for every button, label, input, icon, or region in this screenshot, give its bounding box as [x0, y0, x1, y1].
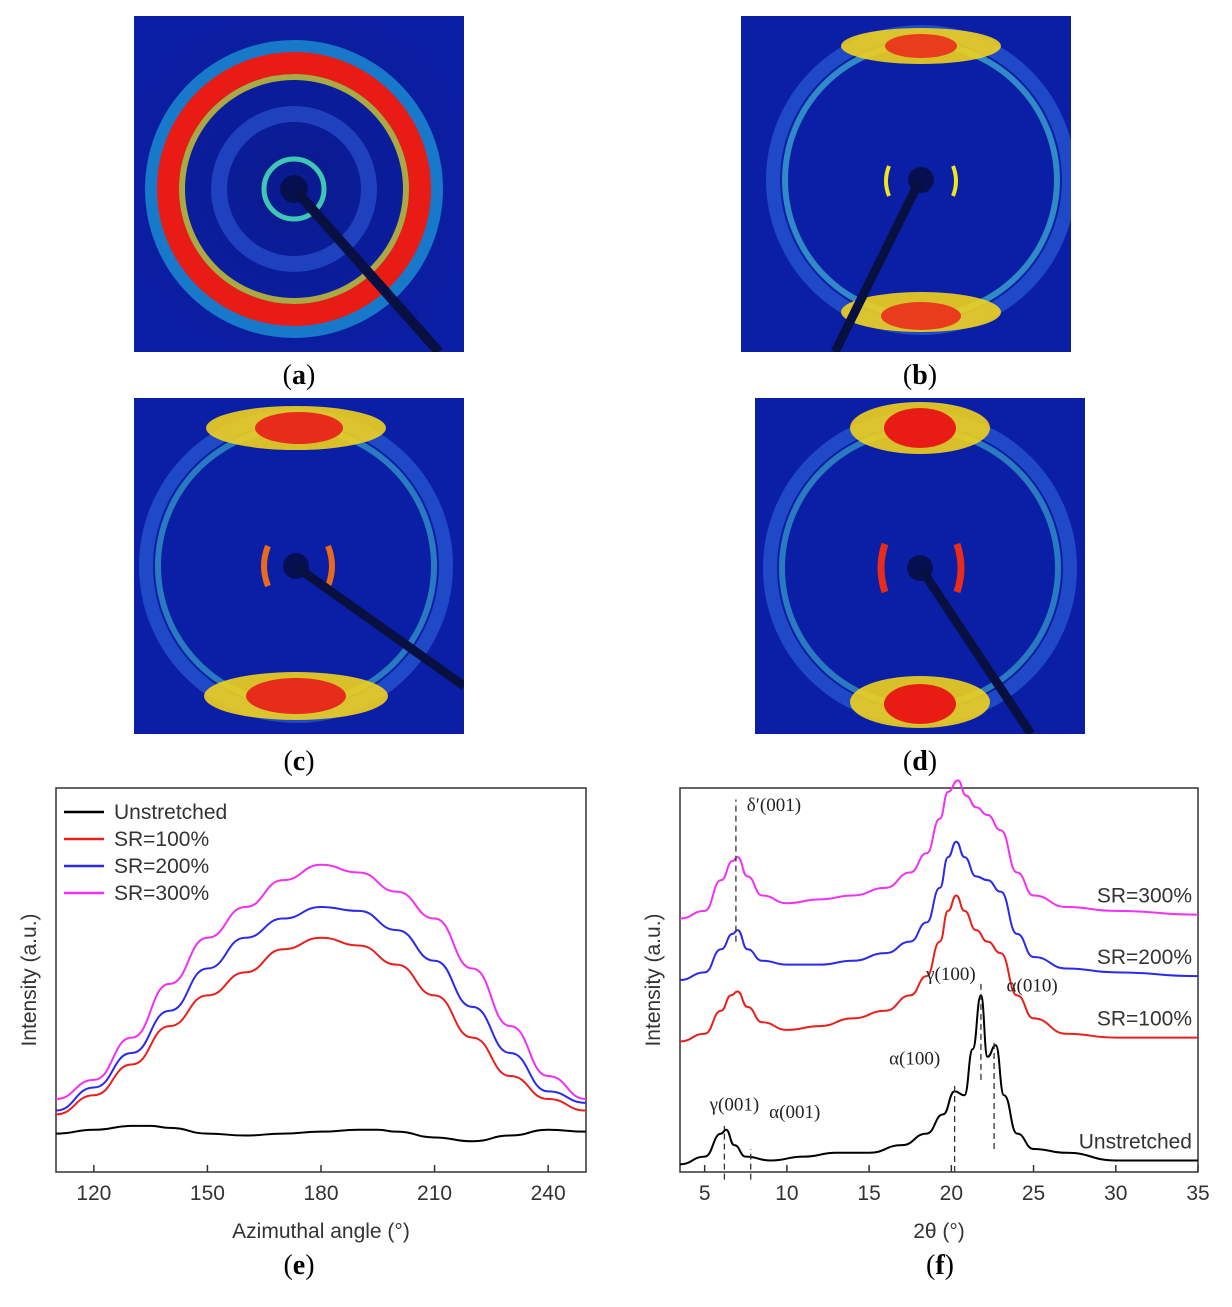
pattern-b-svg — [741, 16, 1071, 352]
series-end-label: SR=100% — [1097, 1008, 1192, 1031]
chart-f: 5 10 15 20 25 30 35 2θ (°) Intensity (a.u.) Unstr… — [620, 779, 1232, 1245]
caption-f: (f) — [926, 1250, 954, 1281]
series-line-sr-100- — [679, 894, 1198, 1043]
pattern-a-svg — [134, 16, 464, 352]
legend-label: Unstretched — [114, 801, 227, 824]
panel-d-pattern — [755, 398, 1085, 734]
x-tick-label: 240 — [531, 1182, 566, 1205]
x-tick-label: 30 — [1104, 1182, 1127, 1205]
x-tick-label: 15 — [857, 1182, 880, 1205]
series-end-label: SR=300% — [1097, 885, 1192, 908]
caption-a: (a) — [282, 360, 316, 391]
x-tick-label: 5 — [699, 1182, 711, 1205]
x-tick-label: 20 — [940, 1182, 963, 1205]
series-line-sr-300- — [679, 779, 1199, 920]
chart-e: 120 150 180 210 240 Azimuthal angle (°) Intens… — [0, 780, 600, 1245]
y-axis-label: Intensity (a.u.) — [18, 913, 41, 1046]
peak-annotation: γ(001) — [709, 1095, 760, 1116]
series-line-sr-200- — [55, 906, 587, 1112]
panel-c-pattern — [134, 398, 464, 734]
pattern-d-svg — [755, 398, 1085, 734]
peak-annotation: δ′(001) — [747, 795, 801, 816]
caption-d: (d) — [902, 746, 938, 777]
peak-annotation: γ(100) — [925, 964, 976, 985]
x-tick-label: 35 — [1186, 1182, 1209, 1205]
peak-annotation: α(001) — [769, 1102, 820, 1123]
panel-a-pattern — [134, 16, 464, 352]
chart-e-svg: 120 150 180 210 240 Azimuthal angle (°) Intens… — [18, 787, 587, 1243]
caption-c: (c) — [283, 746, 315, 777]
y-axis-label: Intensity (a.u.) — [642, 913, 665, 1046]
series-line-sr-200- — [679, 840, 1199, 981]
x-tick-label: 150 — [190, 1182, 225, 1205]
chart-f-svg: 5 10 15 20 25 30 35 2θ (°) Intensity (a.u.) Unstr… — [642, 779, 1210, 1243]
x-tick-label: 180 — [303, 1182, 338, 1205]
x-axis-label: 2θ (°) — [913, 1220, 965, 1243]
series-line-sr-100- — [55, 936, 587, 1116]
x-tick-label: 120 — [76, 1182, 111, 1205]
series-end-label: Unstretched — [1079, 1130, 1192, 1153]
panel-b-pattern — [741, 16, 1071, 352]
peak-annotation: α(100) — [889, 1048, 940, 1069]
series-line-unstretched — [55, 1124, 587, 1143]
caption-e: (e) — [283, 1250, 315, 1281]
legend-label: SR=200% — [114, 855, 209, 878]
x-tick-label: 210 — [417, 1182, 452, 1205]
series-line-sr-300- — [55, 863, 587, 1101]
peak-annotation: α(010) — [1007, 976, 1058, 997]
legend-label: SR=300% — [114, 882, 209, 905]
caption-b: (b) — [902, 360, 938, 391]
legend-label: SR=100% — [114, 828, 209, 851]
series-line-unstretched — [679, 994, 1198, 1166]
x-tick-label: 25 — [1022, 1182, 1045, 1205]
pattern-c-svg — [134, 398, 464, 734]
series-end-label: SR=200% — [1097, 946, 1192, 969]
x-tick-label: 10 — [775, 1182, 798, 1205]
x-axis-label: Azimuthal angle (°) — [232, 1220, 410, 1243]
